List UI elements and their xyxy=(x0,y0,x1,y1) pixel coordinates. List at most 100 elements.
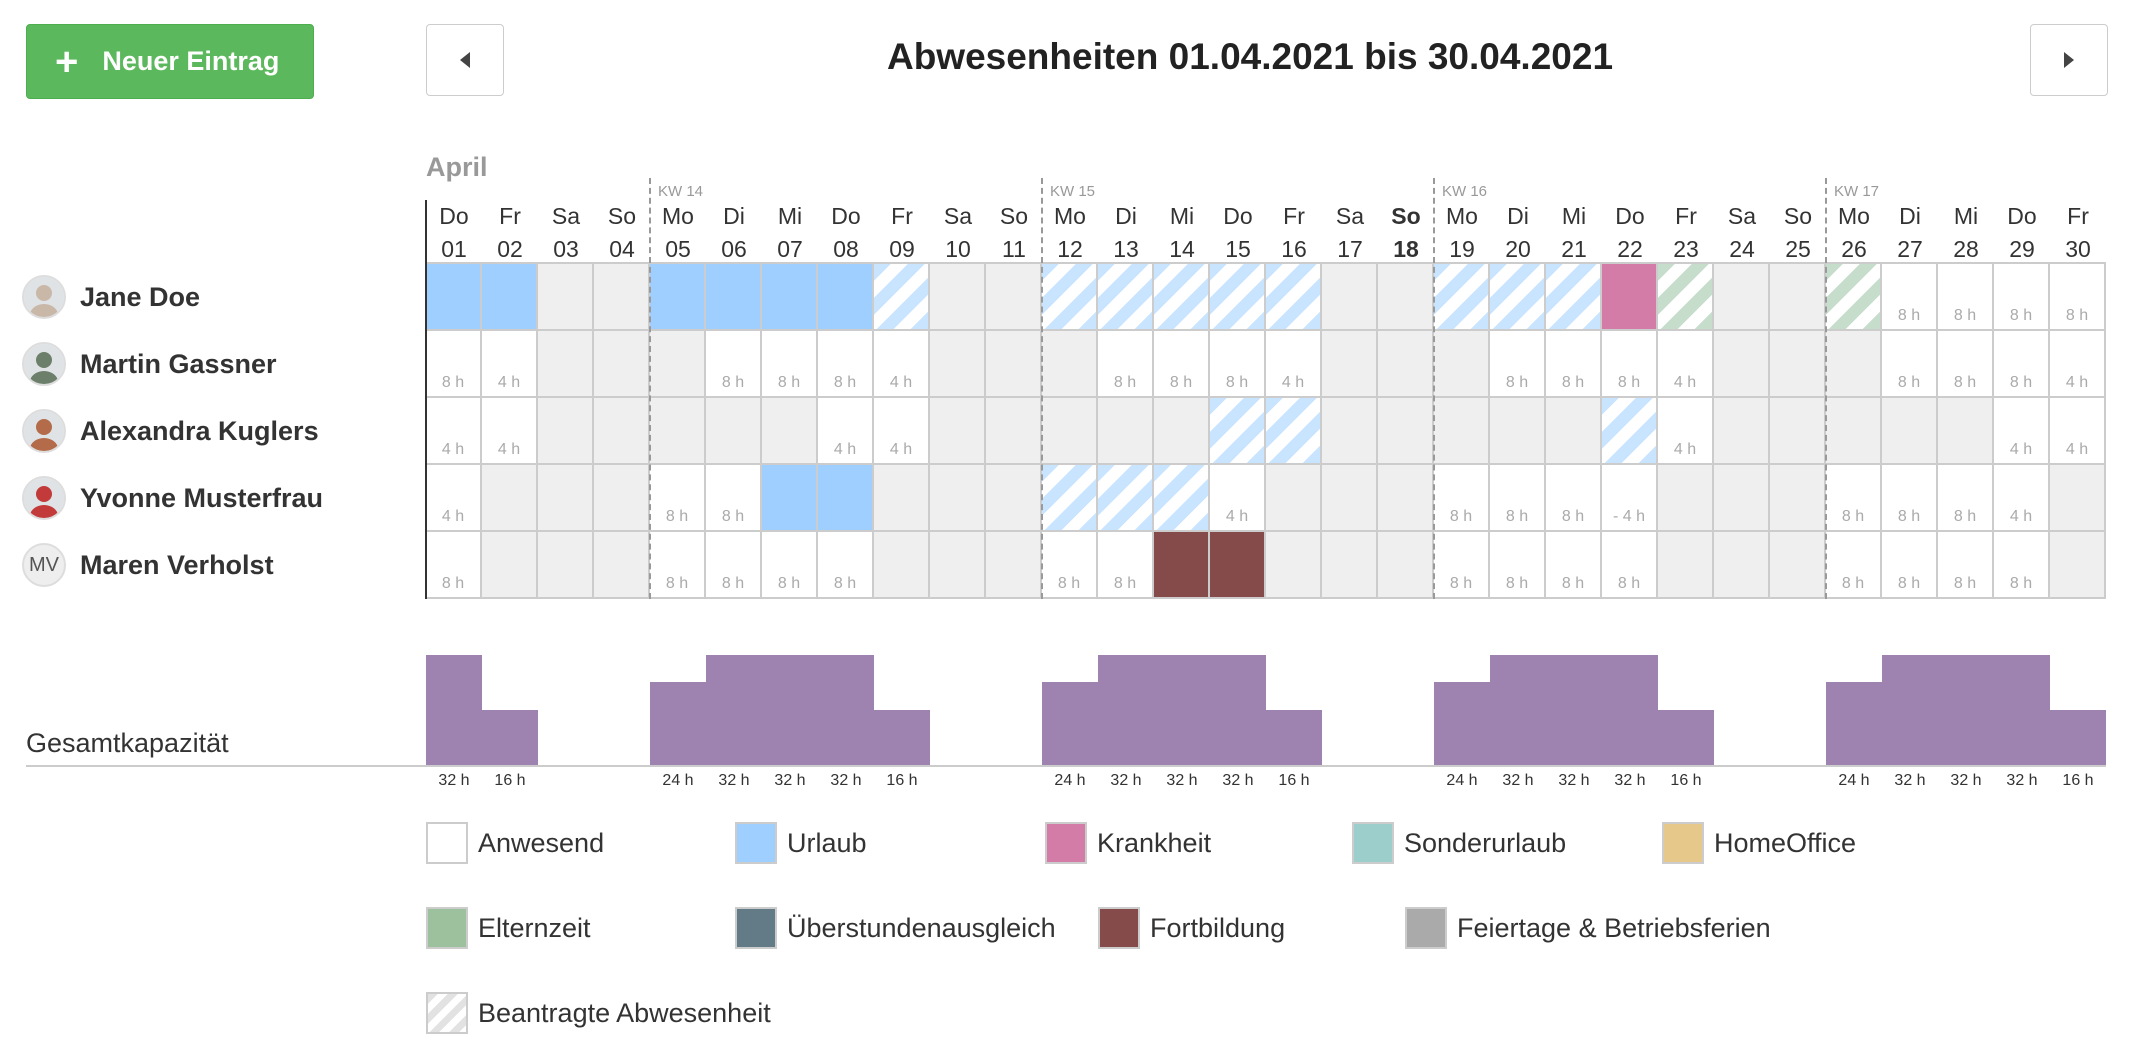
calendar-cell[interactable] xyxy=(1826,398,1882,465)
calendar-cell[interactable]: 8 h xyxy=(1882,264,1938,331)
calendar-cell[interactable] xyxy=(1098,465,1154,532)
calendar-cell[interactable] xyxy=(1322,264,1378,331)
calendar-cell[interactable] xyxy=(874,532,930,599)
calendar-cell[interactable] xyxy=(1210,264,1266,331)
calendar-cell[interactable]: 4 h xyxy=(818,398,874,465)
calendar-cell[interactable]: 4 h xyxy=(1210,465,1266,532)
calendar-cell[interactable] xyxy=(538,398,594,465)
employee-row[interactable]: Martin Gassner xyxy=(22,341,277,387)
calendar-cell[interactable]: 8 h xyxy=(1994,331,2050,398)
calendar-cell[interactable] xyxy=(1378,532,1434,599)
calendar-cell[interactable] xyxy=(1154,398,1210,465)
calendar-cell[interactable] xyxy=(1546,398,1602,465)
calendar-cell[interactable]: 4 h xyxy=(482,331,538,398)
calendar-cell[interactable]: 8 h xyxy=(1994,264,2050,331)
calendar-cell[interactable]: 8 h xyxy=(1546,532,1602,599)
calendar-cell[interactable]: 8 h xyxy=(1042,532,1098,599)
calendar-cell[interactable] xyxy=(1266,398,1322,465)
calendar-cell[interactable] xyxy=(762,264,818,331)
calendar-cell[interactable]: 8 h xyxy=(650,465,706,532)
calendar-cell[interactable] xyxy=(482,465,538,532)
calendar-cell[interactable]: 8 h xyxy=(1938,331,1994,398)
calendar-cell[interactable] xyxy=(1434,398,1490,465)
calendar-cell[interactable]: 8 h xyxy=(762,331,818,398)
calendar-cell[interactable]: 4 h xyxy=(426,465,482,532)
calendar-cell[interactable]: 8 h xyxy=(1490,331,1546,398)
calendar-cell[interactable] xyxy=(1098,398,1154,465)
calendar-cell[interactable] xyxy=(1602,264,1658,331)
calendar-cell[interactable]: 4 h xyxy=(426,398,482,465)
calendar-cell[interactable] xyxy=(1658,532,1714,599)
calendar-cell[interactable] xyxy=(1602,398,1658,465)
calendar-cell[interactable] xyxy=(762,465,818,532)
calendar-cell[interactable]: 8 h xyxy=(426,532,482,599)
calendar-cell[interactable] xyxy=(930,398,986,465)
calendar-cell[interactable] xyxy=(1770,532,1826,599)
employee-row[interactable]: MV Maren Verholst xyxy=(22,542,274,588)
calendar-cell[interactable] xyxy=(1042,331,1098,398)
calendar-cell[interactable]: 8 h xyxy=(818,331,874,398)
calendar-cell[interactable]: 8 h xyxy=(1882,331,1938,398)
calendar-cell[interactable]: 4 h xyxy=(874,331,930,398)
employee-row[interactable]: Jane Doe xyxy=(22,274,200,320)
calendar-cell[interactable] xyxy=(538,264,594,331)
calendar-cell[interactable]: 4 h xyxy=(2050,398,2106,465)
calendar-cell[interactable]: 8 h xyxy=(1994,532,2050,599)
calendar-cell[interactable] xyxy=(1378,465,1434,532)
next-month-button[interactable] xyxy=(2030,24,2108,96)
calendar-cell[interactable] xyxy=(986,264,1042,331)
calendar-cell[interactable] xyxy=(594,465,650,532)
calendar-cell[interactable]: 8 h xyxy=(1546,465,1602,532)
calendar-cell[interactable]: 8 h xyxy=(1434,465,1490,532)
calendar-cell[interactable] xyxy=(1098,264,1154,331)
calendar-cell[interactable] xyxy=(594,532,650,599)
calendar-cell[interactable] xyxy=(1434,264,1490,331)
calendar-cell[interactable]: 8 h xyxy=(1490,532,1546,599)
calendar-cell[interactable]: 4 h xyxy=(874,398,930,465)
calendar-cell[interactable] xyxy=(930,331,986,398)
calendar-cell[interactable] xyxy=(1322,398,1378,465)
calendar-cell[interactable] xyxy=(594,331,650,398)
calendar-cell[interactable]: 8 h xyxy=(706,331,762,398)
calendar-cell[interactable]: 8 h xyxy=(1434,532,1490,599)
calendar-cell[interactable]: 8 h xyxy=(1098,331,1154,398)
calendar-cell[interactable]: 4 h xyxy=(2050,331,2106,398)
calendar-cell[interactable] xyxy=(650,398,706,465)
calendar-cell[interactable] xyxy=(1490,398,1546,465)
calendar-cell[interactable] xyxy=(650,264,706,331)
calendar-cell[interactable]: 8 h xyxy=(706,532,762,599)
calendar-cell[interactable]: 8 h xyxy=(818,532,874,599)
employee-row[interactable]: Alexandra Kuglers xyxy=(22,408,319,454)
calendar-cell[interactable]: 4 h xyxy=(1658,331,1714,398)
new-entry-button[interactable]: + Neuer Eintrag xyxy=(26,24,314,99)
calendar-cell[interactable] xyxy=(1322,465,1378,532)
calendar-cell[interactable] xyxy=(594,264,650,331)
calendar-cell[interactable] xyxy=(1714,532,1770,599)
calendar-cell[interactable]: 8 h xyxy=(1546,331,1602,398)
calendar-cell[interactable]: 8 h xyxy=(2050,264,2106,331)
calendar-cell[interactable]: 8 h xyxy=(1490,465,1546,532)
calendar-cell[interactable] xyxy=(538,331,594,398)
employee-row[interactable]: Yvonne Musterfrau xyxy=(22,475,323,521)
calendar-cell[interactable] xyxy=(650,331,706,398)
calendar-cell[interactable] xyxy=(1322,331,1378,398)
calendar-cell[interactable] xyxy=(986,465,1042,532)
calendar-cell[interactable] xyxy=(2050,465,2106,532)
calendar-cell[interactable] xyxy=(1826,331,1882,398)
calendar-cell[interactable]: 8 h xyxy=(1826,465,1882,532)
calendar-cell[interactable] xyxy=(1266,264,1322,331)
calendar-cell[interactable] xyxy=(1266,532,1322,599)
calendar-cell[interactable] xyxy=(482,532,538,599)
calendar-cell[interactable] xyxy=(1714,264,1770,331)
calendar-cell[interactable] xyxy=(538,465,594,532)
calendar-cell[interactable]: 4 h xyxy=(482,398,538,465)
calendar-cell[interactable]: 8 h xyxy=(1098,532,1154,599)
calendar-cell[interactable] xyxy=(706,398,762,465)
calendar-cell[interactable]: 8 h xyxy=(1938,532,1994,599)
calendar-cell[interactable]: 8 h xyxy=(1826,532,1882,599)
calendar-cell[interactable] xyxy=(1714,465,1770,532)
calendar-cell[interactable] xyxy=(986,532,1042,599)
calendar-cell[interactable] xyxy=(1154,264,1210,331)
calendar-cell[interactable]: 8 h xyxy=(1938,465,1994,532)
calendar-cell[interactable]: 8 h xyxy=(1602,331,1658,398)
